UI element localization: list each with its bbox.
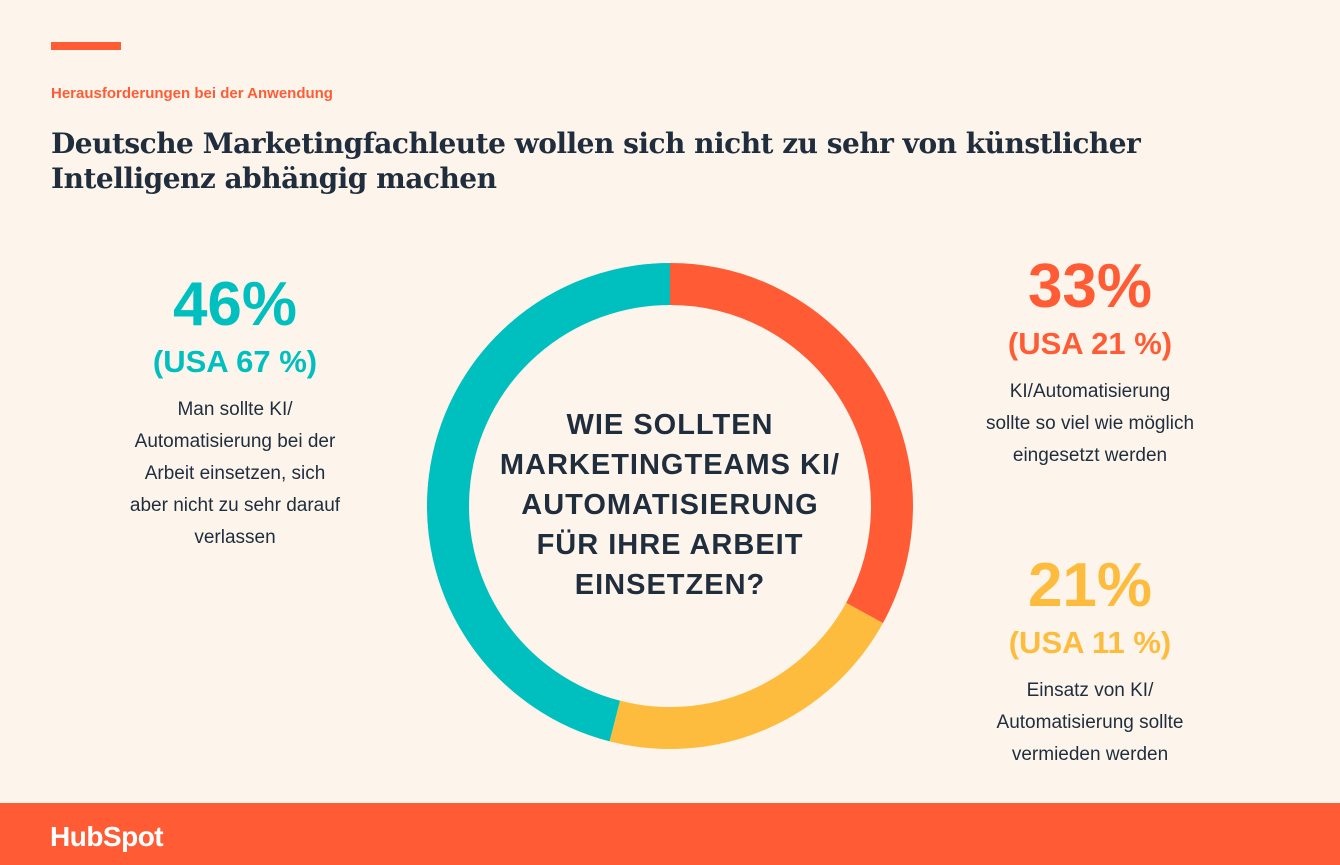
desc-line: Automatisierung sollte [996,712,1184,733]
page-title: Deutsche Marketingfachleute wollen sich … [51,126,1151,196]
question-line: FÜR IHRE ARBEIT [536,529,804,561]
desc-line: Automatisierung bei der [134,431,336,452]
desc-line: sollte so viel wie möglich [985,413,1195,434]
slice-use-not-rely [427,263,671,742]
desc-line: eingesetzt werden [1012,445,1168,466]
accent-bar [51,42,121,50]
stat-right-top: 33% (USA 21 %) KI/Automatisierung sollte… [950,252,1230,472]
title-line-2: Intelligenz abhängig machen [51,162,497,195]
stat-right-bottom-description: Einsatz von KI/ Automatisierung sollte v… [950,675,1230,771]
question-line: AUTOMATISIERUNG [521,489,819,521]
desc-line: Einsatz von KI/ [1026,680,1154,701]
stat-left-usa: (USA 67 %) [152,344,318,379]
desc-line: aber nicht zu sehr darauf [129,495,341,516]
footer-bar: HubSpot [0,803,1340,865]
title-line-1: Deutsche Marketingfachleute wollen sich … [51,127,1141,160]
stat-left: 46% (USA 67 %) Man sollte KI/ Automatisi… [95,270,375,554]
stat-left-percent: 46% [172,270,298,339]
donut-chart [427,263,913,749]
stat-right-top-usa: (USA 21 %) [1007,326,1173,361]
center-question: WIE SOLLTEN MARKETINGTEAMS KI/ AUTOMATIS… [470,405,870,605]
question-line: EINSETZEN? [574,569,766,601]
hubspot-logo: HubSpot [50,821,164,852]
desc-line: verlassen [194,527,276,548]
question-line: MARKETINGTEAMS KI/ [499,449,841,481]
stat-right-top-description: KI/Automatisierung sollte so viel wie mö… [950,376,1230,472]
eyebrow-label: Herausforderungen bei der Anwendung [51,85,333,102]
stat-left-description: Man sollte KI/ Automatisierung bei der A… [95,394,375,554]
stat-right-bottom: 21% (USA 11 %) Einsatz von KI/ Automatis… [950,551,1230,771]
slice-as-much-as-possible [669,263,913,624]
desc-line: Man sollte KI/ [177,399,293,420]
desc-line: Arbeit einsetzen, sich [144,463,326,484]
stat-right-bottom-percent: 21% [1027,551,1153,620]
slice-avoid [609,602,883,749]
desc-line: KI/Automatisierung [1009,381,1171,402]
desc-line: vermieden werden [1011,744,1169,765]
stat-right-top-percent: 33% [1027,252,1153,321]
stat-right-bottom-usa: (USA 11 %) [1008,625,1172,660]
question-line: WIE SOLLTEN [566,409,774,441]
